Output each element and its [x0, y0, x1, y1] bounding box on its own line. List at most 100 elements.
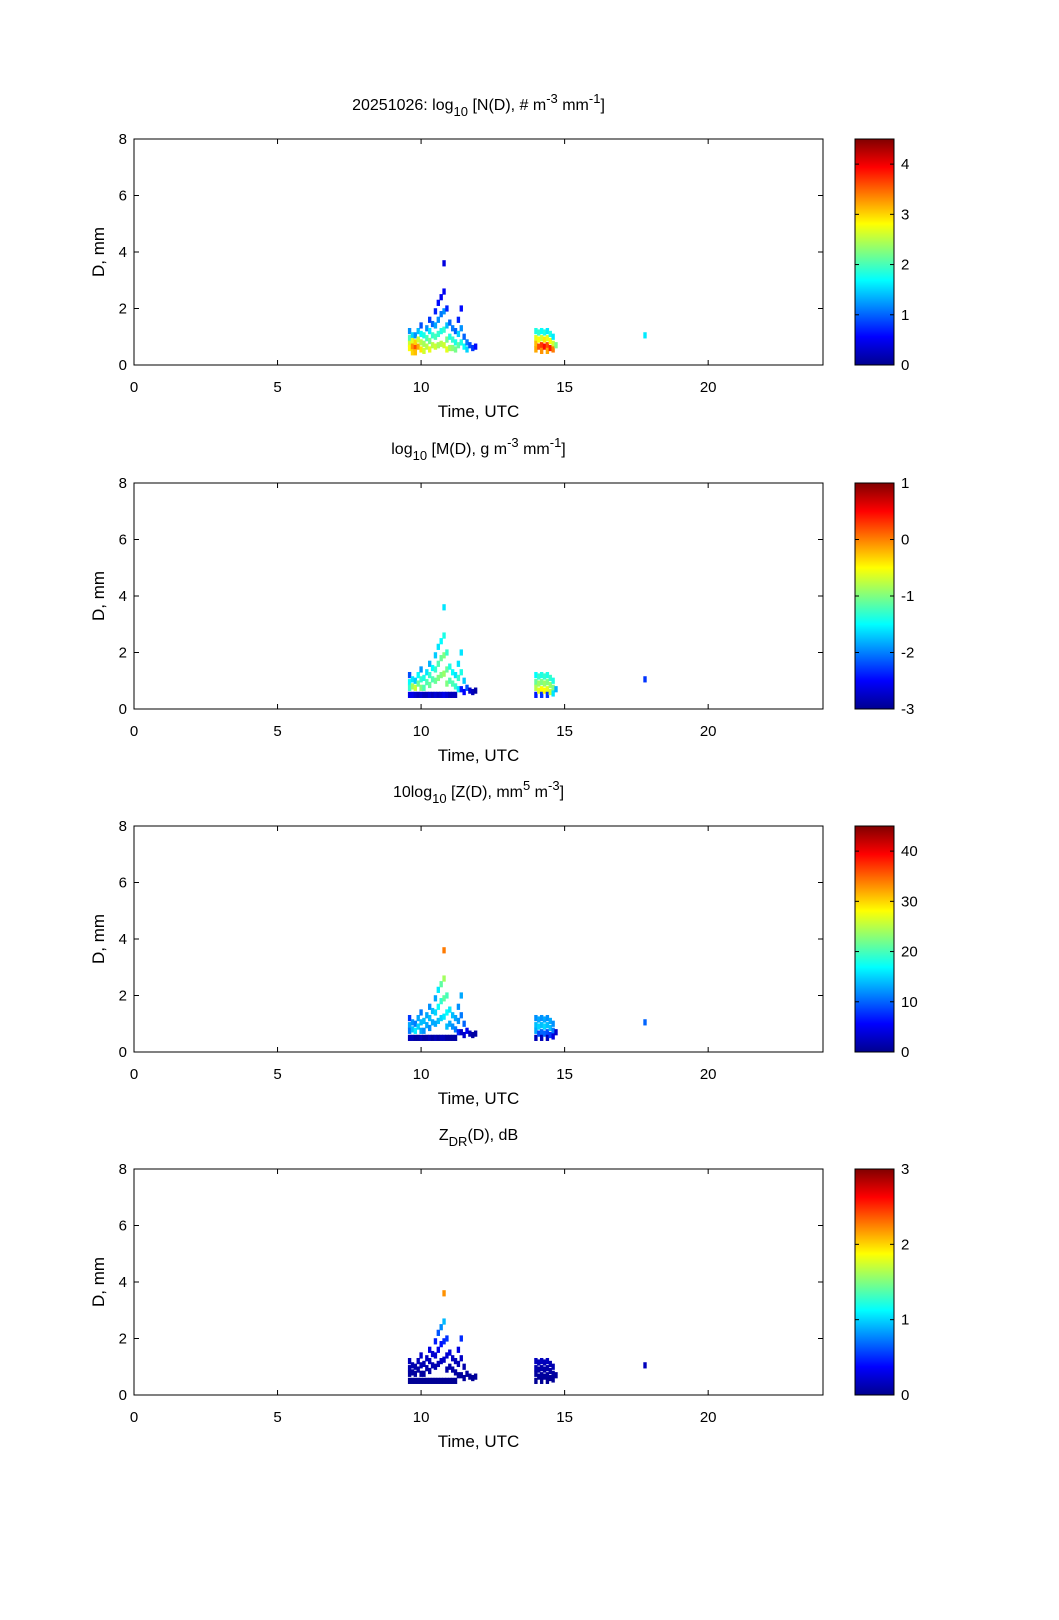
heatmap-cell: [422, 684, 426, 691]
heatmap-cell: [442, 308, 446, 315]
y-axis-label: D, mm: [89, 227, 108, 277]
heatmap-cell: [545, 691, 550, 698]
heatmap-cell: [407, 679, 412, 686]
heatmap-cell: [428, 337, 432, 345]
heatmap-cell: [539, 347, 544, 354]
heatmap-cell: [551, 1370, 555, 1377]
heatmap-cell: [433, 322, 438, 329]
heatmap-cell: [445, 666, 449, 673]
heatmap-cell: [439, 655, 443, 662]
heatmap-cell: [422, 1377, 426, 1384]
heatmap-cell: [439, 691, 443, 698]
heatmap-cell: [422, 674, 426, 682]
heatmap-cell: [554, 1029, 558, 1036]
colorbar-tick-label: 1: [901, 307, 909, 324]
heatmap-cell: [439, 294, 443, 301]
heatmap-cell: [548, 1374, 552, 1382]
heatmap-cell: [442, 260, 446, 267]
heatmap-cell: [442, 1013, 446, 1020]
heatmap-cell: [534, 679, 538, 686]
heatmap-cell: [430, 1377, 435, 1384]
heatmap-cell: [433, 1377, 438, 1384]
heatmap-cell: [462, 1363, 466, 1370]
x-tick-label: 10: [413, 379, 430, 396]
heatmap-cell: [439, 981, 443, 988]
heatmap-cell: [554, 686, 558, 693]
heatmap-cell: [433, 308, 438, 315]
y-tick-label: 0: [119, 1044, 127, 1061]
heatmap-cell: [439, 1324, 443, 1331]
y-tick-label: 0: [119, 701, 127, 718]
heatmap-cell: [450, 1366, 455, 1373]
heatmap-cell: [551, 1020, 555, 1027]
heatmap-cell: [459, 686, 463, 693]
colorbar: [854, 138, 895, 366]
heatmap-cell: [425, 1365, 429, 1372]
heatmap-cell: [545, 679, 550, 686]
heatmap-cell: [545, 1034, 550, 1041]
x-tick-label: 20: [700, 1409, 717, 1426]
heatmap-cell: [439, 998, 443, 1005]
heatmap-cell: [453, 691, 458, 698]
heatmap-cell: [551, 690, 555, 697]
heatmap-cell: [448, 1006, 452, 1013]
heatmap-cell: [545, 671, 550, 679]
heatmap-cell: [539, 1365, 544, 1372]
heatmap-cell: [539, 1372, 544, 1379]
heatmap-cell: [551, 346, 555, 353]
heatmap-cell: [439, 1014, 443, 1022]
heatmap-cell: [425, 335, 429, 342]
heatmap-cell: [542, 1359, 547, 1366]
heatmap-cell: [416, 1034, 420, 1041]
heatmap-cell: [410, 349, 415, 356]
heatmap-cell: [551, 1363, 555, 1370]
heatmap-cell: [422, 347, 426, 354]
y-tick-label: 4: [119, 588, 127, 605]
heatmap-cell: [442, 1290, 446, 1297]
heatmap-cell: [459, 649, 463, 656]
heatmap-cell: [554, 342, 558, 349]
heatmap-cell: [410, 332, 415, 339]
heatmap-cell: [428, 691, 432, 698]
heatmap-cell: [416, 343, 420, 350]
title-part-sup1: -3: [546, 91, 558, 106]
heatmap-cell: [433, 1363, 438, 1370]
heatmap-cell: [462, 688, 466, 696]
title-part-prefix: 10log: [393, 784, 432, 801]
heatmap-cell: [534, 1370, 538, 1377]
colorbar-tick-label: 3: [901, 1161, 909, 1178]
title-part-mid2: mm: [558, 97, 589, 114]
heatmap-cell: [462, 677, 466, 684]
heatmap-cell: [442, 670, 446, 677]
heatmap-cell: [428, 1357, 432, 1365]
x-tick-label: 10: [413, 723, 430, 740]
x-tick-label: 15: [556, 723, 573, 740]
heatmap-cell: [473, 687, 478, 694]
heatmap-cell: [643, 676, 647, 683]
heatmap-cell: [410, 676, 415, 683]
heatmap-cell: [545, 1029, 550, 1036]
heatmap-cell: [545, 347, 550, 354]
heatmap-cell: [445, 1034, 449, 1041]
heatmap-cell: [428, 1024, 432, 1032]
heatmap-cell: [539, 1014, 544, 1022]
heatmap-cell: [453, 1034, 458, 1041]
heatmap-cell: [407, 691, 412, 698]
heatmap-cell: [430, 320, 435, 328]
heatmap-cell: [534, 335, 538, 342]
heatmap-cell: [551, 340, 555, 347]
heatmap-cell: [453, 671, 458, 679]
y-tick-label: 8: [119, 1161, 127, 1178]
heatmap-cell: [551, 1033, 555, 1040]
heatmap-cell: [425, 1012, 429, 1019]
heatmap-cell: [453, 327, 458, 335]
heatmap-cell: [419, 346, 423, 353]
heatmap-cell: [468, 1373, 472, 1380]
heatmap-cell: [430, 1362, 435, 1369]
colorbar-tick-label: 2: [901, 1236, 909, 1253]
heatmap-cell: [448, 1349, 452, 1356]
chart-title: 10log10 [Z(D), mm5 m-3]: [393, 778, 564, 806]
heatmap-cell: [462, 1374, 466, 1382]
heatmap-cell: [425, 325, 429, 332]
heatmap-cell: [468, 1030, 472, 1037]
